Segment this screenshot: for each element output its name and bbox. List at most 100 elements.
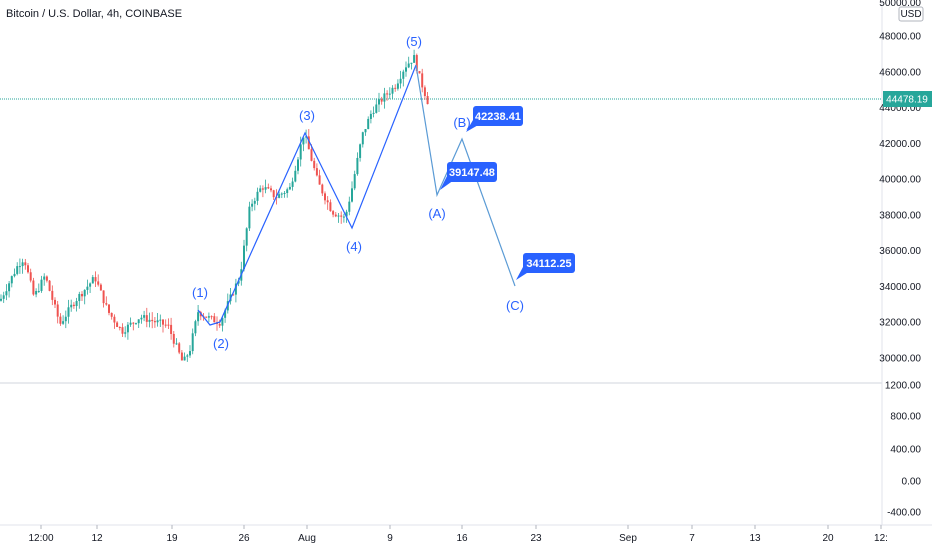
candle-body bbox=[253, 200, 256, 204]
candle-body bbox=[283, 193, 286, 195]
candle-body bbox=[45, 276, 48, 281]
candle-body bbox=[137, 319, 140, 324]
target-callout bbox=[447, 162, 497, 182]
callout-pointer bbox=[466, 120, 480, 132]
candle-body bbox=[191, 333, 194, 352]
candle-body bbox=[361, 132, 364, 145]
candle-body bbox=[369, 113, 372, 119]
time-tick-label: Aug bbox=[298, 533, 316, 544]
candle-body bbox=[175, 343, 178, 345]
candle-body bbox=[67, 307, 70, 317]
candle-body bbox=[145, 315, 148, 322]
candle-body bbox=[291, 181, 294, 187]
candle-body bbox=[164, 324, 167, 326]
candle-body bbox=[410, 62, 413, 64]
time-tick-label: 12 bbox=[91, 533, 103, 544]
candle-body bbox=[81, 293, 83, 297]
candle-body bbox=[178, 343, 181, 353]
candle-body bbox=[10, 276, 13, 284]
wave-label: (1) bbox=[192, 285, 208, 300]
candle-body bbox=[359, 144, 362, 158]
candle-body bbox=[83, 289, 86, 297]
candle-body bbox=[213, 316, 216, 323]
candle-body bbox=[56, 304, 59, 317]
price-tick-label: 32000.00 bbox=[879, 318, 921, 329]
time-tick-label: 26 bbox=[238, 533, 250, 544]
currency-label: USD bbox=[900, 9, 921, 20]
candle-body bbox=[245, 228, 248, 246]
price-tick-label: 42000.00 bbox=[879, 139, 921, 150]
candle-body bbox=[318, 175, 321, 185]
wave-label: (A) bbox=[428, 206, 445, 221]
candle-body bbox=[140, 317, 143, 320]
currency-badge bbox=[898, 6, 924, 22]
candle-body bbox=[388, 93, 391, 95]
volume-tick-label: -400.00 bbox=[887, 508, 921, 519]
time-tick-label: 13 bbox=[749, 533, 761, 544]
candle-body bbox=[197, 312, 200, 322]
candle-body bbox=[186, 355, 189, 357]
candle-body bbox=[59, 316, 62, 324]
candle-body bbox=[27, 265, 29, 273]
candle-body bbox=[418, 71, 421, 74]
candle-body bbox=[43, 276, 46, 280]
candles bbox=[0, 49, 429, 362]
candle-body bbox=[423, 87, 426, 97]
candle-body bbox=[48, 280, 51, 291]
candle-body bbox=[267, 187, 270, 189]
candle-body bbox=[391, 87, 394, 94]
price-tick-label: 48000.00 bbox=[879, 32, 921, 43]
last-price-tag bbox=[883, 91, 932, 108]
candle-body bbox=[280, 193, 283, 195]
candle-body bbox=[299, 144, 302, 160]
candle-body bbox=[210, 316, 213, 318]
candle-body bbox=[324, 193, 326, 201]
candle-body bbox=[121, 327, 124, 334]
candle-body bbox=[342, 216, 345, 218]
candle-body bbox=[172, 333, 175, 344]
candle-body bbox=[2, 295, 5, 299]
candle-body bbox=[89, 283, 92, 287]
candle-body bbox=[116, 322, 119, 328]
candle-body bbox=[75, 301, 78, 307]
time-tick-label: 19 bbox=[166, 533, 178, 544]
candle-body bbox=[126, 324, 129, 333]
candle-body bbox=[270, 188, 272, 191]
candle-body bbox=[162, 319, 164, 325]
candle-body bbox=[421, 73, 424, 88]
price-tick-label: 44000.00 bbox=[879, 103, 921, 114]
candle-body bbox=[232, 294, 235, 296]
candle-body bbox=[40, 279, 43, 291]
impulse-wave-line bbox=[197, 64, 417, 326]
price-tick-label: 38000.00 bbox=[879, 210, 921, 221]
chart-title: Bitcoin / U.S. Dollar, 4h, COINBASE bbox=[6, 8, 183, 20]
candle-body bbox=[380, 99, 383, 102]
candle-body bbox=[97, 281, 100, 285]
candle-body bbox=[288, 186, 291, 190]
candle-body bbox=[272, 190, 275, 198]
candle-body bbox=[386, 93, 389, 95]
time-tick-label: 12:00 bbox=[28, 533, 53, 544]
candle-body bbox=[91, 277, 94, 284]
callout-pointer bbox=[440, 176, 454, 190]
candle-body bbox=[132, 322, 135, 324]
candle-body bbox=[170, 324, 173, 334]
candle-body bbox=[183, 356, 186, 361]
candle-body bbox=[72, 304, 75, 307]
candle-body bbox=[8, 283, 11, 292]
wave-label: (C) bbox=[506, 298, 524, 313]
candle-body bbox=[251, 203, 254, 207]
candle-body bbox=[99, 284, 102, 291]
volume-tick-label: 0.00 bbox=[902, 477, 922, 488]
elliott-wave-lines bbox=[197, 64, 516, 326]
grid bbox=[0, 0, 932, 526]
candle-body bbox=[135, 323, 137, 325]
candle-body bbox=[259, 188, 262, 192]
candle-body bbox=[394, 87, 397, 89]
price-axis: 48000.00 46000.00 44000.00 42000.00 40000.00… bbox=[879, 0, 932, 365]
candle-body bbox=[326, 200, 329, 203]
wave-label: (4) bbox=[346, 239, 362, 254]
candle-body bbox=[189, 351, 191, 356]
time-tick-label: 20 bbox=[822, 533, 834, 544]
